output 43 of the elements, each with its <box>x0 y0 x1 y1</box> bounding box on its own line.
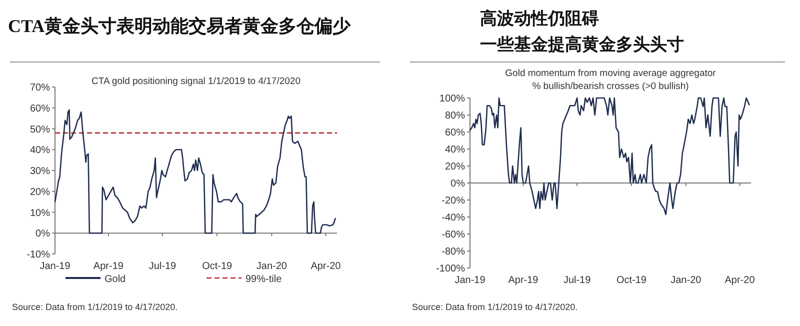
y-tick-label: 0% <box>36 228 50 240</box>
line-series <box>469 97 750 216</box>
x-tick-label: Jan-19 <box>454 275 486 286</box>
x-tick-label: Oct-19 <box>202 261 233 272</box>
legend-label: 99%-tile <box>246 274 282 285</box>
chart-subtitle: 一些基金提高黄金多头头寸 <box>480 35 684 54</box>
y-tick-label: 0% <box>450 178 466 190</box>
y-tick-label: 30% <box>30 166 50 177</box>
y-tick-label: -40% <box>442 212 466 224</box>
x-tick-label: Jan-20 <box>670 275 702 286</box>
x-tick-label: Apr-19 <box>508 275 539 286</box>
x-tick-label: Apr-19 <box>93 261 124 272</box>
x-tick-label: Jul-19 <box>563 275 592 286</box>
y-tick-label: -10% <box>26 250 50 260</box>
y-tick-label: 100% <box>439 94 466 104</box>
y-tick-label: 50% <box>30 124 50 136</box>
y-tick-label: 40% <box>30 145 50 156</box>
chart-title: CTA黄金头寸表明动能交易者黄金多仓偏少 <box>8 16 352 36</box>
y-tick-label: 60% <box>444 128 466 138</box>
y-tick-label: 80% <box>444 110 466 122</box>
source-note: Source: Data from 1/1/2019 to 4/17/2020. <box>412 302 578 312</box>
y-tick-label: 20% <box>444 162 466 172</box>
x-tick-label: Jul-19 <box>148 261 177 272</box>
line-series <box>54 109 336 234</box>
source-note: Source: Data from 1/1/2019 to 4/17/2020. <box>12 302 178 312</box>
text: Gold momentum from moving average aggregator % bullish/bearish crosses (>0 bullish) <box>505 68 716 92</box>
y-tick-label: 20% <box>30 186 50 198</box>
x-tick-label: Apr-20 <box>724 275 756 286</box>
x-tick-label: Apr-20 <box>310 261 342 272</box>
y-tick-label: 40% <box>444 144 466 156</box>
x-tick-label: Jan-20 <box>256 261 288 272</box>
x-tick-label: Jan-19 <box>40 261 71 272</box>
y-tick-label: -100% <box>436 264 466 274</box>
legend-label: Gold <box>104 274 126 285</box>
y-tick-label: -80% <box>442 246 466 258</box>
y-tick-label: -20% <box>442 196 466 206</box>
y-tick-label: 70% <box>30 82 50 94</box>
x-tick-label: Oct-19 <box>616 275 647 286</box>
y-tick-label: -60% <box>442 230 466 240</box>
y-tick-label: 60% <box>30 103 50 114</box>
chart-title: 高波动性仍阻碍 <box>480 9 599 28</box>
chart-subtitle: CTA gold positioning signal 1/1/2019 to 4/17/2020 <box>92 76 300 87</box>
y-tick-label: 10% <box>30 208 50 219</box>
